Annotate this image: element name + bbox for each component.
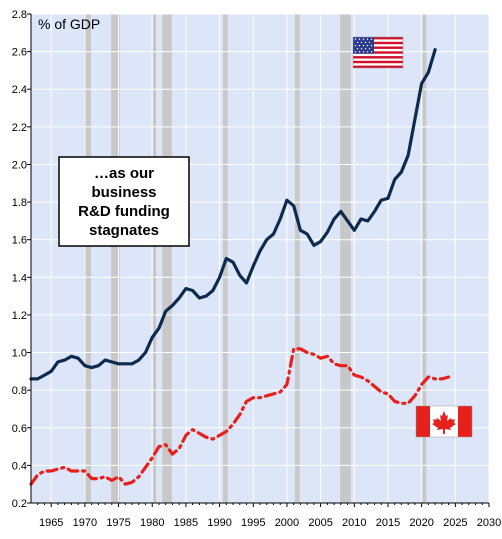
- annotation-line-2: business: [91, 184, 156, 201]
- canada-flag: [415, 405, 473, 438]
- recession-band: [422, 14, 427, 503]
- maple-leaf-icon: [432, 411, 456, 434]
- recession-band: [340, 14, 351, 503]
- recession-band: [152, 14, 157, 503]
- us-flag: [352, 36, 404, 69]
- x-tick-label: 2020: [409, 517, 433, 529]
- y-tick-label: 0.2: [12, 498, 27, 510]
- y-tick-label: 0.4: [12, 460, 27, 472]
- annotation-line-3: R&D funding: [78, 203, 170, 220]
- x-tick-label: 1975: [106, 517, 130, 529]
- x-tick-label: 1970: [73, 517, 97, 529]
- x-axis-ticks: 1965 1970 1975 1980 1985 1990 1995 2000 2005 2010…: [37, 503, 501, 529]
- x-tick-label: 2025: [443, 517, 467, 529]
- x-tick-label: 1965: [39, 517, 63, 529]
- y-tick-label: 1.8: [12, 197, 27, 209]
- y-tick-label: 1.6: [12, 235, 27, 247]
- x-tick-label: 2015: [376, 517, 400, 529]
- y-tick-label: 2.6: [12, 47, 27, 59]
- y-axis-ticks: 0.2 0.4 0.6 0.8 1.0 1.2 1.4 1.6 1.8 2.0 2.2 2.4 2.6 2…: [12, 9, 31, 510]
- recession-band: [162, 14, 172, 503]
- united-states-line: [29, 48, 437, 381]
- x-tick-label: 2010: [342, 517, 366, 529]
- canada-line: [29, 347, 451, 486]
- plot-area: [31, 14, 489, 503]
- x-tick-label: 2000: [275, 517, 299, 529]
- recession-band: [111, 14, 120, 503]
- recession-band: [84, 14, 91, 503]
- x-tick-label: 1990: [207, 517, 231, 529]
- y-tick-label: 2.8: [12, 9, 27, 21]
- y-tick-label: 1.4: [12, 272, 27, 284]
- x-tick-label: 2005: [308, 517, 332, 529]
- series-lines: [29, 48, 451, 486]
- x-tick-label: 2030: [477, 517, 501, 529]
- x-tick-label: 1985: [174, 517, 198, 529]
- annotation-box: …as our business R&D funding stagnates: [58, 156, 190, 247]
- y-tick-label: 0.8: [12, 385, 27, 397]
- y-tick-label: 1.2: [12, 310, 27, 322]
- recession-band: [295, 14, 300, 503]
- annotation-line-4: stagnates: [89, 222, 159, 239]
- x-tick-label: 1980: [140, 517, 164, 529]
- y-tick-label: 2.0: [12, 159, 27, 171]
- y-tick-label: 1.0: [12, 348, 27, 360]
- y-tick-label: 0.6: [12, 423, 27, 435]
- x-tick-label: 1995: [241, 517, 265, 529]
- y-tick-label: 2.2: [12, 122, 27, 134]
- y-tick-label: 2.4: [12, 84, 27, 96]
- unit-label: % of GDP: [38, 16, 100, 32]
- annotation-line-1: …as our: [94, 165, 154, 182]
